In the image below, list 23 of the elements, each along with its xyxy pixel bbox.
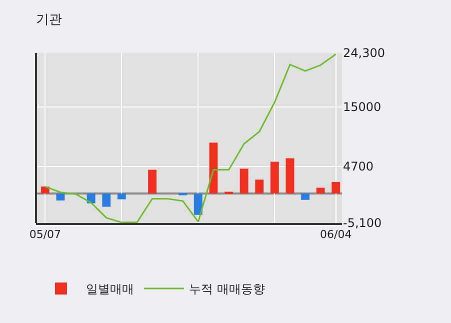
bar: [56, 194, 65, 200]
y-tick-label: 15000: [343, 100, 382, 114]
bar: [117, 194, 126, 200]
bar: [240, 168, 248, 194]
y-tick-label: -5,100: [343, 216, 382, 230]
bar: [332, 182, 340, 194]
bar: [270, 162, 279, 194]
y-tick-label: 4700: [343, 160, 374, 174]
bar: [102, 194, 111, 207]
legend-label: 일별매매: [86, 282, 134, 296]
line-series: [44, 53, 337, 223]
y-tick-label: 24,300: [343, 46, 385, 60]
chart-title: 기관: [36, 12, 62, 28]
bar: [148, 170, 156, 194]
x-tick-label: 06/04: [320, 228, 352, 242]
bar: [286, 158, 294, 194]
x-tick-label: 05/07: [29, 228, 62, 242]
bar: [301, 194, 310, 200]
bar: [316, 188, 325, 194]
bar: [194, 194, 202, 215]
legend-label: 누적 매매동향: [189, 282, 265, 296]
bar: [255, 180, 264, 194]
bar: [86, 194, 96, 204]
